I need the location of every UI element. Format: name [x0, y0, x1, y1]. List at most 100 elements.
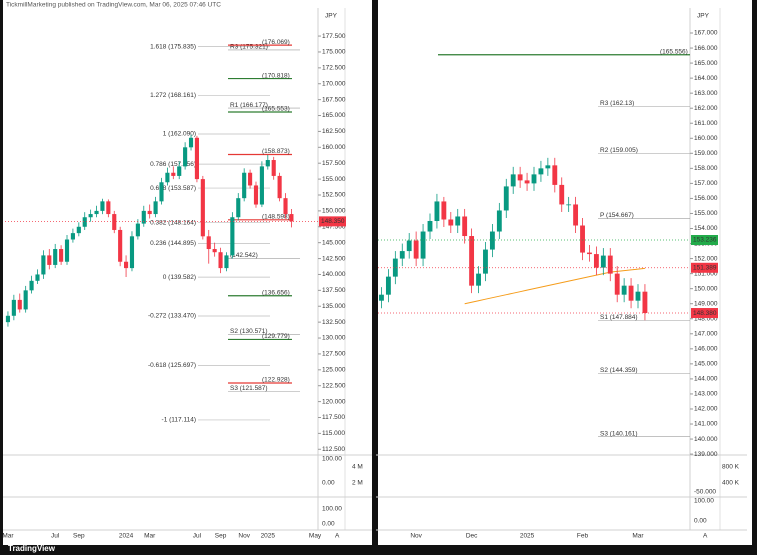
x-tick-label: Jul [51, 533, 60, 540]
candle-body [271, 160, 276, 176]
y-tick-label: 167.500 [322, 96, 346, 103]
price-level-label: (165.556) [660, 48, 688, 55]
candle-body [524, 180, 530, 184]
y-tick-label: 125.000 [322, 367, 346, 374]
y-tick-label: 139.000 [694, 451, 718, 458]
candle-body [265, 160, 270, 167]
price-level-label: (158.873) [262, 148, 290, 155]
sub-pane-label: 100.00 [322, 456, 342, 463]
y-tick-label: 120.000 [322, 398, 346, 405]
candle-body [165, 172, 170, 183]
y-tick-label: 146.000 [694, 346, 718, 353]
candle-body [587, 252, 592, 255]
candle-body [476, 273, 481, 286]
candle-body [621, 285, 627, 295]
y-tick-label: 141.000 [694, 421, 718, 428]
price-level-label: (122.928) [262, 377, 290, 384]
x-tick-label: 2024 [119, 533, 134, 540]
x-tick-label: Mar [632, 533, 644, 540]
y-tick-label: 140.000 [694, 436, 718, 443]
candle-body [469, 236, 475, 286]
candle-body [607, 255, 613, 274]
y-tick-label: 166.000 [694, 45, 718, 52]
price-badge-label: 148.380 [693, 310, 717, 317]
price-badge-label: 151.389 [693, 264, 717, 271]
footer-logo: TradingView [8, 544, 56, 553]
y-tick-label: 144.000 [694, 376, 718, 383]
y-tick-label: 164.000 [694, 75, 718, 82]
moving-average [464, 267, 645, 305]
pivot-label: S2 (130.571) [230, 328, 268, 335]
price-badge [319, 216, 346, 227]
pivot-label: R3 (162.13) [600, 100, 634, 107]
candle-body [41, 255, 46, 275]
y-tick-label: 150.000 [694, 285, 718, 292]
axis-unit: JPY [325, 13, 338, 20]
candle-body [123, 261, 129, 269]
candle-body [153, 201, 158, 215]
candle-body [593, 254, 599, 268]
sub-pane-label: 0.00 [694, 518, 707, 525]
x-tick-label: Sep [73, 533, 85, 540]
candle-body [159, 182, 164, 202]
y-tick-label: 159.000 [694, 150, 718, 157]
fib-label: 0.382 (148.164) [150, 219, 196, 226]
candle-body [218, 252, 223, 269]
candle-body [177, 166, 182, 176]
y-tick-label: 115.000 [322, 430, 345, 437]
candle-body [573, 204, 579, 226]
candle-body [642, 291, 648, 314]
y-tick-label: 163.000 [694, 90, 718, 97]
y-tick-label: 142.500 [322, 255, 346, 262]
candle-body [441, 201, 447, 220]
y-tick-label: 165.000 [322, 112, 346, 119]
candle-body [118, 229, 123, 262]
price-badge [691, 262, 718, 273]
pivot-label: S2 (144.359) [600, 367, 638, 374]
candle-body [455, 216, 461, 226]
fib-label: 1.272 (168.161) [150, 92, 196, 99]
pivot-label: (142.542) [230, 252, 258, 259]
candle-body [552, 165, 558, 185]
candle-body [129, 236, 135, 269]
pivot-label: S3 (140.161) [600, 430, 638, 437]
pivot-label: P (154.667) [600, 212, 634, 219]
candle-body [248, 172, 253, 186]
candle-body [47, 255, 52, 265]
y-tick-label: 160.000 [694, 135, 718, 142]
candle-body [566, 204, 572, 206]
candle-body [194, 137, 200, 180]
sub-pane-label: 100.00 [322, 506, 342, 513]
candle-body [289, 214, 294, 222]
candle-body [510, 174, 516, 187]
candle-body [434, 201, 440, 221]
candle-body [503, 186, 509, 211]
candle-body [413, 240, 419, 259]
candle-body [600, 255, 606, 268]
y-tick-label: 157.500 [322, 160, 346, 167]
price-level-label: (148.598) [262, 214, 290, 221]
y-tick-label: 156.000 [694, 195, 718, 202]
sub-pane-label: 800 K [722, 464, 740, 471]
candle-body [5, 315, 11, 323]
candle-body [100, 201, 105, 211]
candle-body [379, 294, 384, 301]
y-tick-label: 151.000 [694, 270, 718, 277]
y-tick-label: 155.000 [322, 176, 346, 183]
sub-pane-label: 400 K [722, 480, 740, 487]
candle-body [545, 165, 551, 169]
fib-label: 0.786 (157.356) [150, 161, 196, 168]
y-tick-label: 112.500 [322, 446, 345, 453]
candle-body [580, 225, 585, 253]
candle-body [242, 172, 247, 199]
candle-body [277, 175, 282, 199]
price-badge-label: 153.236 [693, 237, 717, 244]
y-tick-label: 130.000 [322, 335, 346, 342]
y-tick-label: 145.000 [694, 361, 718, 368]
fib-label: 0.236 (144.895) [150, 240, 196, 247]
y-tick-label: 147.500 [322, 223, 346, 230]
candle-body [147, 210, 152, 215]
candle-body [614, 273, 620, 295]
candle-body [171, 172, 176, 176]
